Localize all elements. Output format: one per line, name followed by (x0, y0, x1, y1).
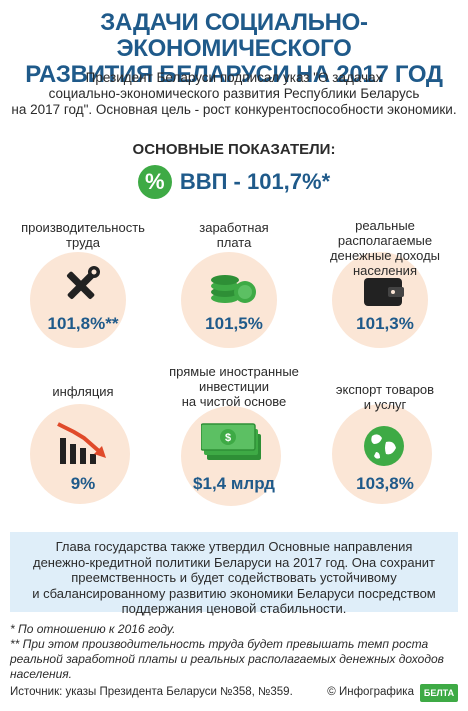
footnote-1: * По отношению к 2016 году. (10, 622, 176, 636)
indicator-label: прямые иностранные инвестиции на чистой … (169, 364, 299, 409)
intro-line-3: на 2017 год". Основная цель - рост конку… (11, 102, 457, 117)
indicator-label: заработная плата (199, 220, 269, 250)
coins-icon (211, 275, 256, 303)
downtrend-chart-icon (57, 422, 106, 464)
intro-line-1: Президент Беларуси подписал указ "О зада… (85, 70, 383, 85)
percent-icon: % (137, 165, 172, 199)
indicator-label: инфляция (52, 384, 114, 399)
summary-box: Глава государства также утвердил Основны… (10, 532, 458, 616)
indicator-value: 101,3% (356, 314, 414, 333)
footnote-2: ** При этом производительность труда буд… (10, 637, 444, 681)
indicator-export: экспорт товаров и услуг 103,8% (310, 382, 460, 512)
indicator-investments: прямые иностранные инвестиции на чистой … (159, 362, 309, 512)
indicator-value: 101,8%** (47, 314, 119, 333)
intro-text: Президент Беларуси подписал указ "О зада… (10, 70, 458, 118)
indicator-label: реальные располагаемые денежные доходы н… (329, 218, 441, 278)
indicator-salary: заработная плата 101,5% (159, 218, 309, 348)
summary-text: Глава государства также утвердил Основны… (32, 539, 436, 616)
indicator-value: 9% (70, 474, 96, 493)
belta-logo: БЕЛТА (420, 684, 458, 702)
indicator-value: $1,4 млрд (193, 474, 275, 493)
gdp-value: ВВП - 101,7%* (179, 169, 331, 194)
indicator-productivity: производительность труда 101,8%** (8, 218, 158, 348)
copyright-text: © Инфографика (327, 686, 414, 698)
intro-line-2: социально-экономического развития Респуб… (48, 86, 420, 101)
title-line-1: ЗАДАЧИ СОЦИАЛЬНО-ЭКОНОМИЧЕСКОГО (100, 9, 368, 62)
page-title: ЗАДАЧИ СОЦИАЛЬНО-ЭКОНОМИЧЕСКОГО РАЗВИТИЯ… (0, 10, 468, 88)
indicators-heading: ОСНОВНЫЕ ПОКАЗАТЕЛИ: (132, 141, 336, 158)
indicator-label: экспорт товаров и услуг (335, 382, 435, 412)
cash-stack-icon: $ (201, 423, 261, 460)
indicator-value: 101,5% (205, 314, 263, 333)
globe-icon (364, 426, 404, 466)
indicator-value: 103,8% (356, 474, 414, 493)
indicator-circle (30, 252, 126, 348)
indicator-inflation: инфляция 9% (8, 382, 158, 512)
gdp-indicator: % ВВП - 101,7%* (0, 162, 468, 202)
tools-icon (66, 266, 100, 300)
footnotes: * По отношению к 2016 году. ** При этом … (10, 622, 458, 682)
indicator-label: производительность труда (21, 220, 145, 250)
svg-text:$: $ (225, 432, 231, 444)
footer: Источник: указы Президента Беларуси №358… (10, 684, 458, 702)
indicator-income: реальные располагаемые денежные доходы н… (310, 218, 460, 348)
title-line-2: РАЗВИТИЯ БЕЛАРУСИ НА 2017 ГОД (25, 61, 443, 88)
wallet-icon (364, 278, 404, 306)
source-text: Источник: указы Президента Беларуси №358… (10, 686, 293, 698)
